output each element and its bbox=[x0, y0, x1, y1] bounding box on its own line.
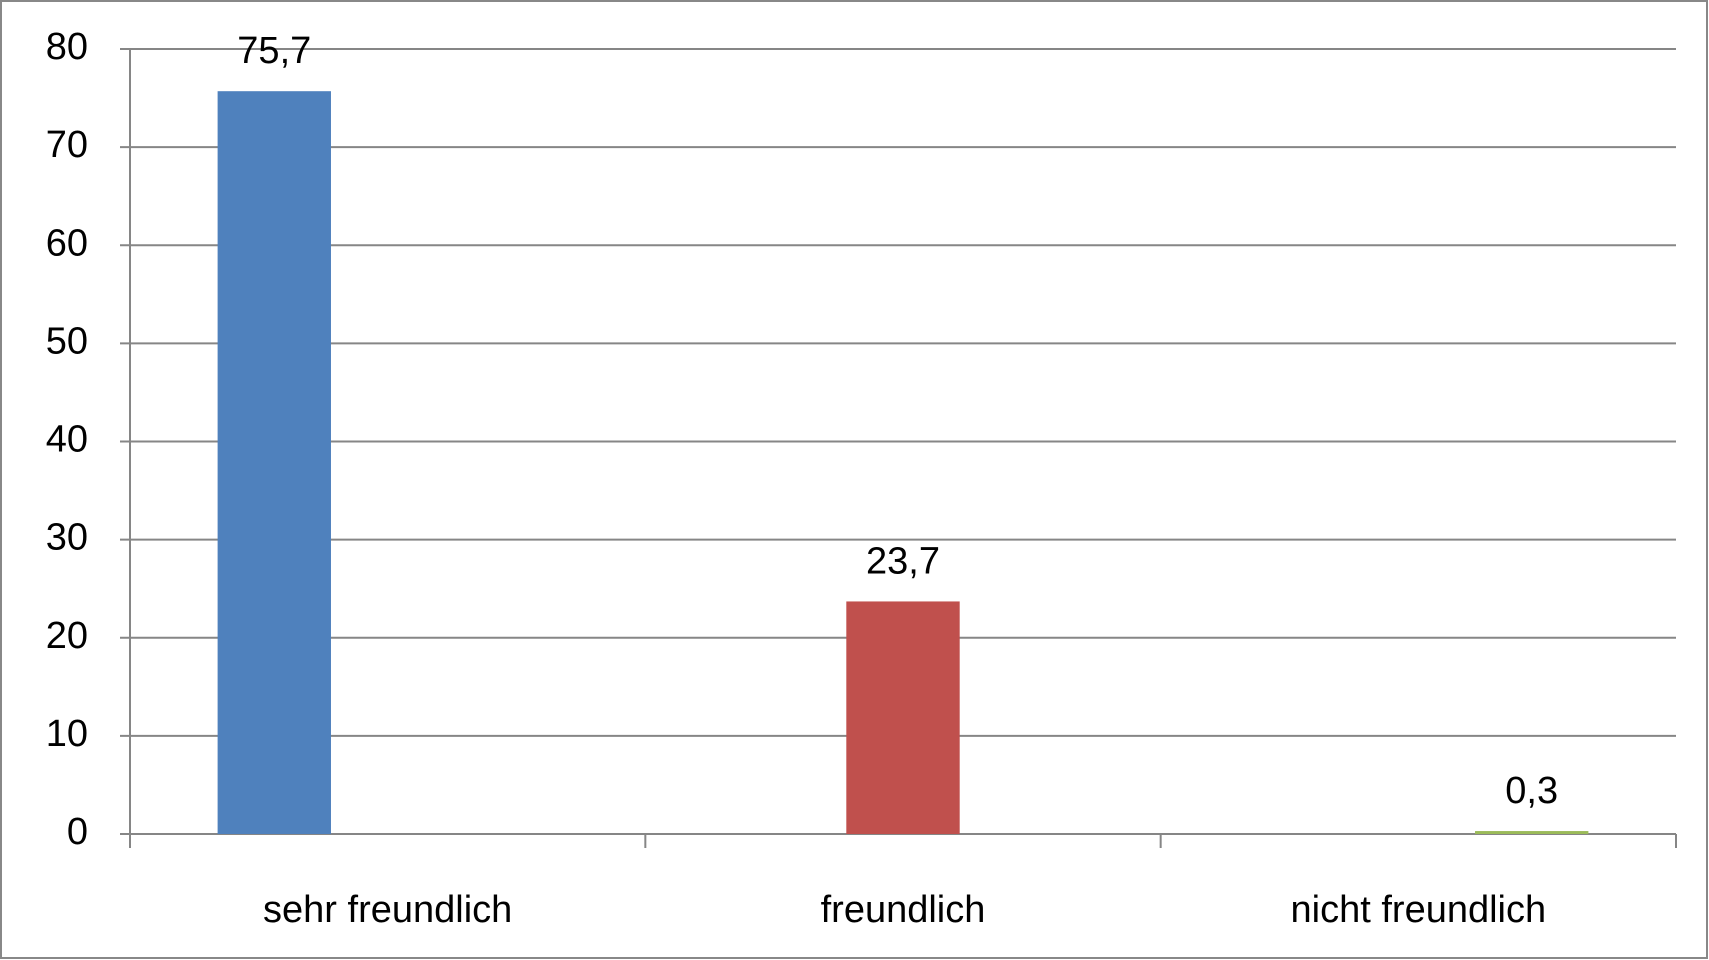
value-label: 23,7 bbox=[866, 540, 940, 582]
x-tick-label: sehr freundlich bbox=[263, 889, 512, 931]
bar bbox=[1475, 831, 1589, 834]
y-tick-label: 70 bbox=[46, 124, 88, 166]
bar bbox=[846, 601, 960, 834]
value-label: 75,7 bbox=[237, 30, 311, 72]
y-tick-label: 40 bbox=[46, 419, 88, 461]
value-label: 0,3 bbox=[1505, 770, 1558, 812]
y-tick-label: 60 bbox=[46, 222, 88, 264]
y-tick-label: 30 bbox=[46, 517, 88, 559]
y-tick-label: 20 bbox=[46, 615, 88, 657]
y-tick-label: 50 bbox=[46, 320, 88, 362]
y-tick-label: 10 bbox=[46, 713, 88, 755]
x-tick-label: nicht freundlich bbox=[1291, 889, 1547, 931]
bar bbox=[217, 91, 331, 835]
x-tick-label: freundlich bbox=[821, 889, 986, 931]
y-tick-label: 80 bbox=[46, 26, 88, 68]
y-tick-label: 0 bbox=[67, 811, 88, 853]
